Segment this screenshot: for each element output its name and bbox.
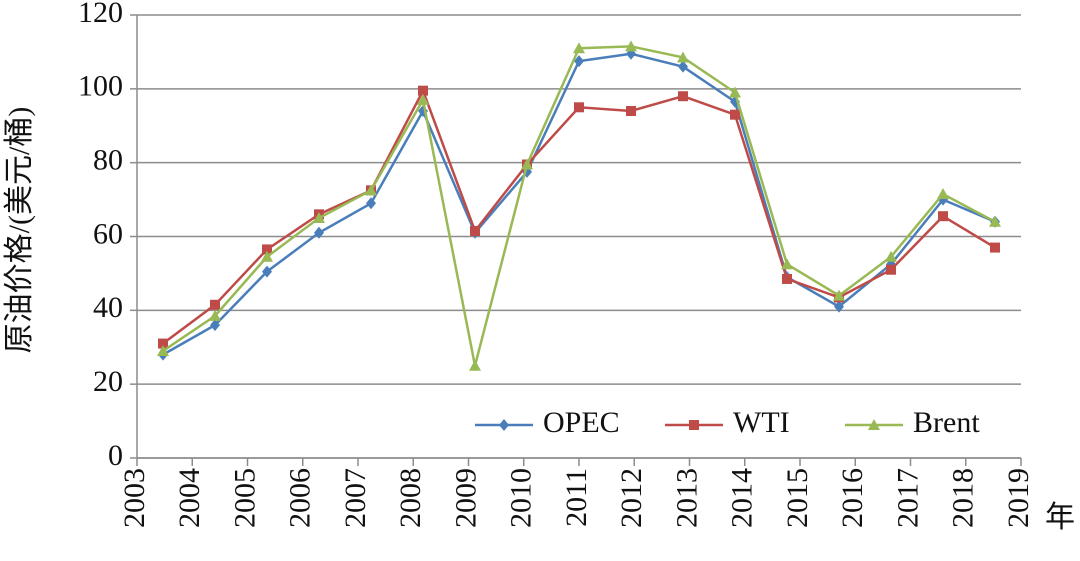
marker xyxy=(157,344,169,356)
marker xyxy=(469,359,481,371)
marker xyxy=(678,60,688,73)
marker xyxy=(574,55,584,68)
x-tick-label: 2005 xyxy=(228,468,261,528)
x-tick-label: 2018 xyxy=(947,468,980,528)
legend-label: OPEC xyxy=(543,406,620,439)
marker xyxy=(730,109,740,120)
x-axis-title: 年 xyxy=(1045,501,1075,534)
legend-entry: Brent xyxy=(845,406,980,439)
marker xyxy=(210,319,220,332)
line xyxy=(162,45,996,367)
series xyxy=(158,85,1000,349)
marker xyxy=(314,226,324,239)
marker xyxy=(262,244,272,255)
y-tick-label: 20 xyxy=(93,365,123,398)
marker xyxy=(782,273,792,284)
marker xyxy=(417,93,429,105)
marker xyxy=(366,197,376,210)
marker xyxy=(626,105,636,116)
marker xyxy=(885,250,897,262)
y-tick-label: 80 xyxy=(93,144,123,177)
marker xyxy=(833,289,845,301)
marker xyxy=(886,264,896,275)
y-tick-label: 60 xyxy=(93,217,123,250)
x-tick-label: 2011 xyxy=(560,468,593,527)
marker xyxy=(574,102,584,113)
y-tick-label: 100 xyxy=(78,70,123,103)
marker xyxy=(729,86,741,98)
x-tick-label: 2014 xyxy=(726,468,759,528)
x-tick-label: 2015 xyxy=(781,468,814,528)
legend-label: WTI xyxy=(733,406,790,439)
marker xyxy=(573,42,585,54)
legend-label: Brent xyxy=(913,406,980,439)
marker xyxy=(868,419,880,430)
marker xyxy=(418,85,428,96)
marker xyxy=(209,309,221,321)
marker xyxy=(365,184,377,196)
marker xyxy=(781,258,793,270)
marker xyxy=(313,212,325,224)
y-tick-label: 40 xyxy=(93,291,123,324)
marker xyxy=(990,242,1000,253)
y-tick-label: 0 xyxy=(108,439,123,472)
marker xyxy=(158,338,168,349)
marker xyxy=(937,188,949,200)
marker xyxy=(677,51,689,63)
line xyxy=(162,87,996,345)
x-tick-label: 2012 xyxy=(615,468,648,528)
series xyxy=(157,40,1001,371)
y-axis-title: 原油价格/(美元/桶) xyxy=(3,107,36,354)
x-tick-label: 2009 xyxy=(449,468,482,528)
marker xyxy=(678,91,688,102)
marker xyxy=(210,299,220,310)
marker xyxy=(521,158,533,170)
marker xyxy=(689,420,699,430)
legend-entry: WTI xyxy=(665,406,790,439)
marker xyxy=(499,419,509,431)
x-tick-label: 2004 xyxy=(173,468,206,528)
x-tick-label: 2003 xyxy=(118,468,151,528)
x-tick-label: 2013 xyxy=(670,468,703,528)
y-tick-label: 120 xyxy=(78,0,123,29)
x-tick-label: 2019 xyxy=(1002,468,1035,528)
series xyxy=(158,47,1000,361)
marker xyxy=(834,300,844,313)
marker xyxy=(989,215,1001,227)
x-tick-label: 2008 xyxy=(394,468,427,528)
marker xyxy=(261,250,273,262)
x-tick-label: 2017 xyxy=(891,468,924,528)
marker xyxy=(470,225,480,236)
marker xyxy=(625,40,637,52)
x-tick-label: 2007 xyxy=(339,468,372,528)
marker xyxy=(938,211,948,222)
marker xyxy=(262,265,272,278)
x-tick-label: 2010 xyxy=(505,468,538,528)
x-tick-label: 2006 xyxy=(284,468,317,528)
legend-entry: OPEC xyxy=(475,406,620,439)
x-tick-label: 2016 xyxy=(836,468,869,528)
line xyxy=(162,52,996,356)
